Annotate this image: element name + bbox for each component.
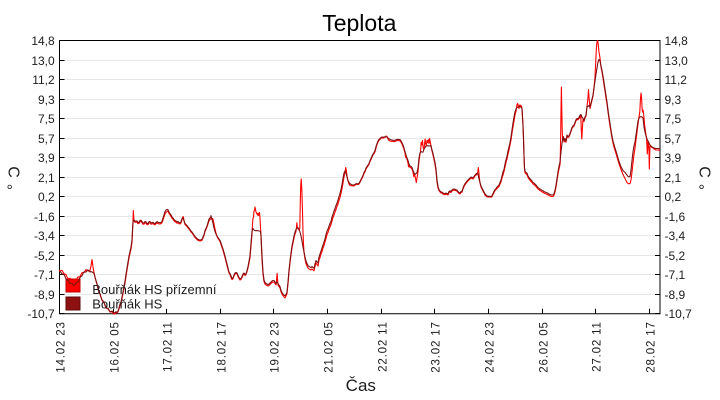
- svg-text:14,8: 14,8: [665, 34, 689, 48]
- svg-text:-1,6: -1,6: [34, 210, 55, 224]
- svg-text:-7,1: -7,1: [665, 268, 686, 282]
- svg-text:19.02 23: 19.02 23: [270, 321, 282, 373]
- svg-text:24.02 23: 24.02 23: [485, 321, 497, 373]
- svg-text:14.02 23: 14.02 23: [56, 321, 68, 373]
- svg-text:13,0: 13,0: [31, 54, 55, 68]
- svg-text:5,7: 5,7: [665, 132, 682, 146]
- svg-text:7,5: 7,5: [38, 112, 55, 126]
- svg-text:Bouřňák HS přízemní: Bouřňák HS přízemní: [92, 282, 217, 297]
- svg-text:Čas: Čas: [346, 376, 376, 395]
- svg-text:C: C: [696, 166, 713, 178]
- svg-text:17.02 11: 17.02 11: [163, 321, 175, 372]
- svg-text:-7,1: -7,1: [34, 268, 55, 282]
- svg-text:14,8: 14,8: [31, 34, 55, 48]
- svg-text:-3,4: -3,4: [665, 229, 686, 243]
- svg-text:21.02 05: 21.02 05: [324, 321, 336, 373]
- svg-text:C: C: [4, 166, 21, 178]
- svg-text:3,9: 3,9: [665, 151, 682, 165]
- svg-text:22.02 11: 22.02 11: [378, 321, 390, 372]
- svg-text:0,2: 0,2: [38, 190, 55, 204]
- svg-text:2,1: 2,1: [38, 171, 55, 185]
- svg-text:0,2: 0,2: [665, 190, 682, 204]
- svg-text:°: °: [698, 182, 704, 199]
- svg-text:26.02 05: 26.02 05: [539, 321, 551, 373]
- svg-text:Teplota: Teplota: [322, 10, 396, 36]
- svg-text:-5,2: -5,2: [34, 249, 55, 263]
- svg-text:11,2: 11,2: [32, 73, 55, 87]
- svg-text:°: °: [7, 182, 13, 199]
- svg-text:18.02 17: 18.02 17: [217, 321, 229, 373]
- svg-text:-5,2: -5,2: [665, 249, 686, 263]
- svg-text:11,2: 11,2: [665, 73, 688, 87]
- svg-text:Bouřňák HS: Bouřňák HS: [92, 296, 162, 311]
- svg-text:27.02 11: 27.02 11: [592, 321, 604, 372]
- svg-text:9,3: 9,3: [38, 93, 55, 107]
- svg-text:2,1: 2,1: [665, 171, 682, 185]
- svg-text:28.02 17: 28.02 17: [646, 321, 658, 373]
- svg-text:16.02 05: 16.02 05: [110, 321, 122, 373]
- svg-text:-10,7: -10,7: [27, 307, 55, 321]
- svg-text:23.02 17: 23.02 17: [431, 321, 443, 373]
- svg-text:-8,9: -8,9: [665, 288, 686, 302]
- svg-text:-10,7: -10,7: [665, 307, 693, 321]
- svg-text:9,3: 9,3: [665, 93, 682, 107]
- svg-text:5,7: 5,7: [38, 132, 55, 146]
- svg-text:3,9: 3,9: [38, 151, 55, 165]
- svg-text:7,5: 7,5: [665, 112, 682, 126]
- svg-text:-8,9: -8,9: [34, 288, 55, 302]
- svg-text:-1,6: -1,6: [665, 210, 686, 224]
- svg-text:-3,4: -3,4: [34, 229, 55, 243]
- svg-text:13,0: 13,0: [665, 54, 689, 68]
